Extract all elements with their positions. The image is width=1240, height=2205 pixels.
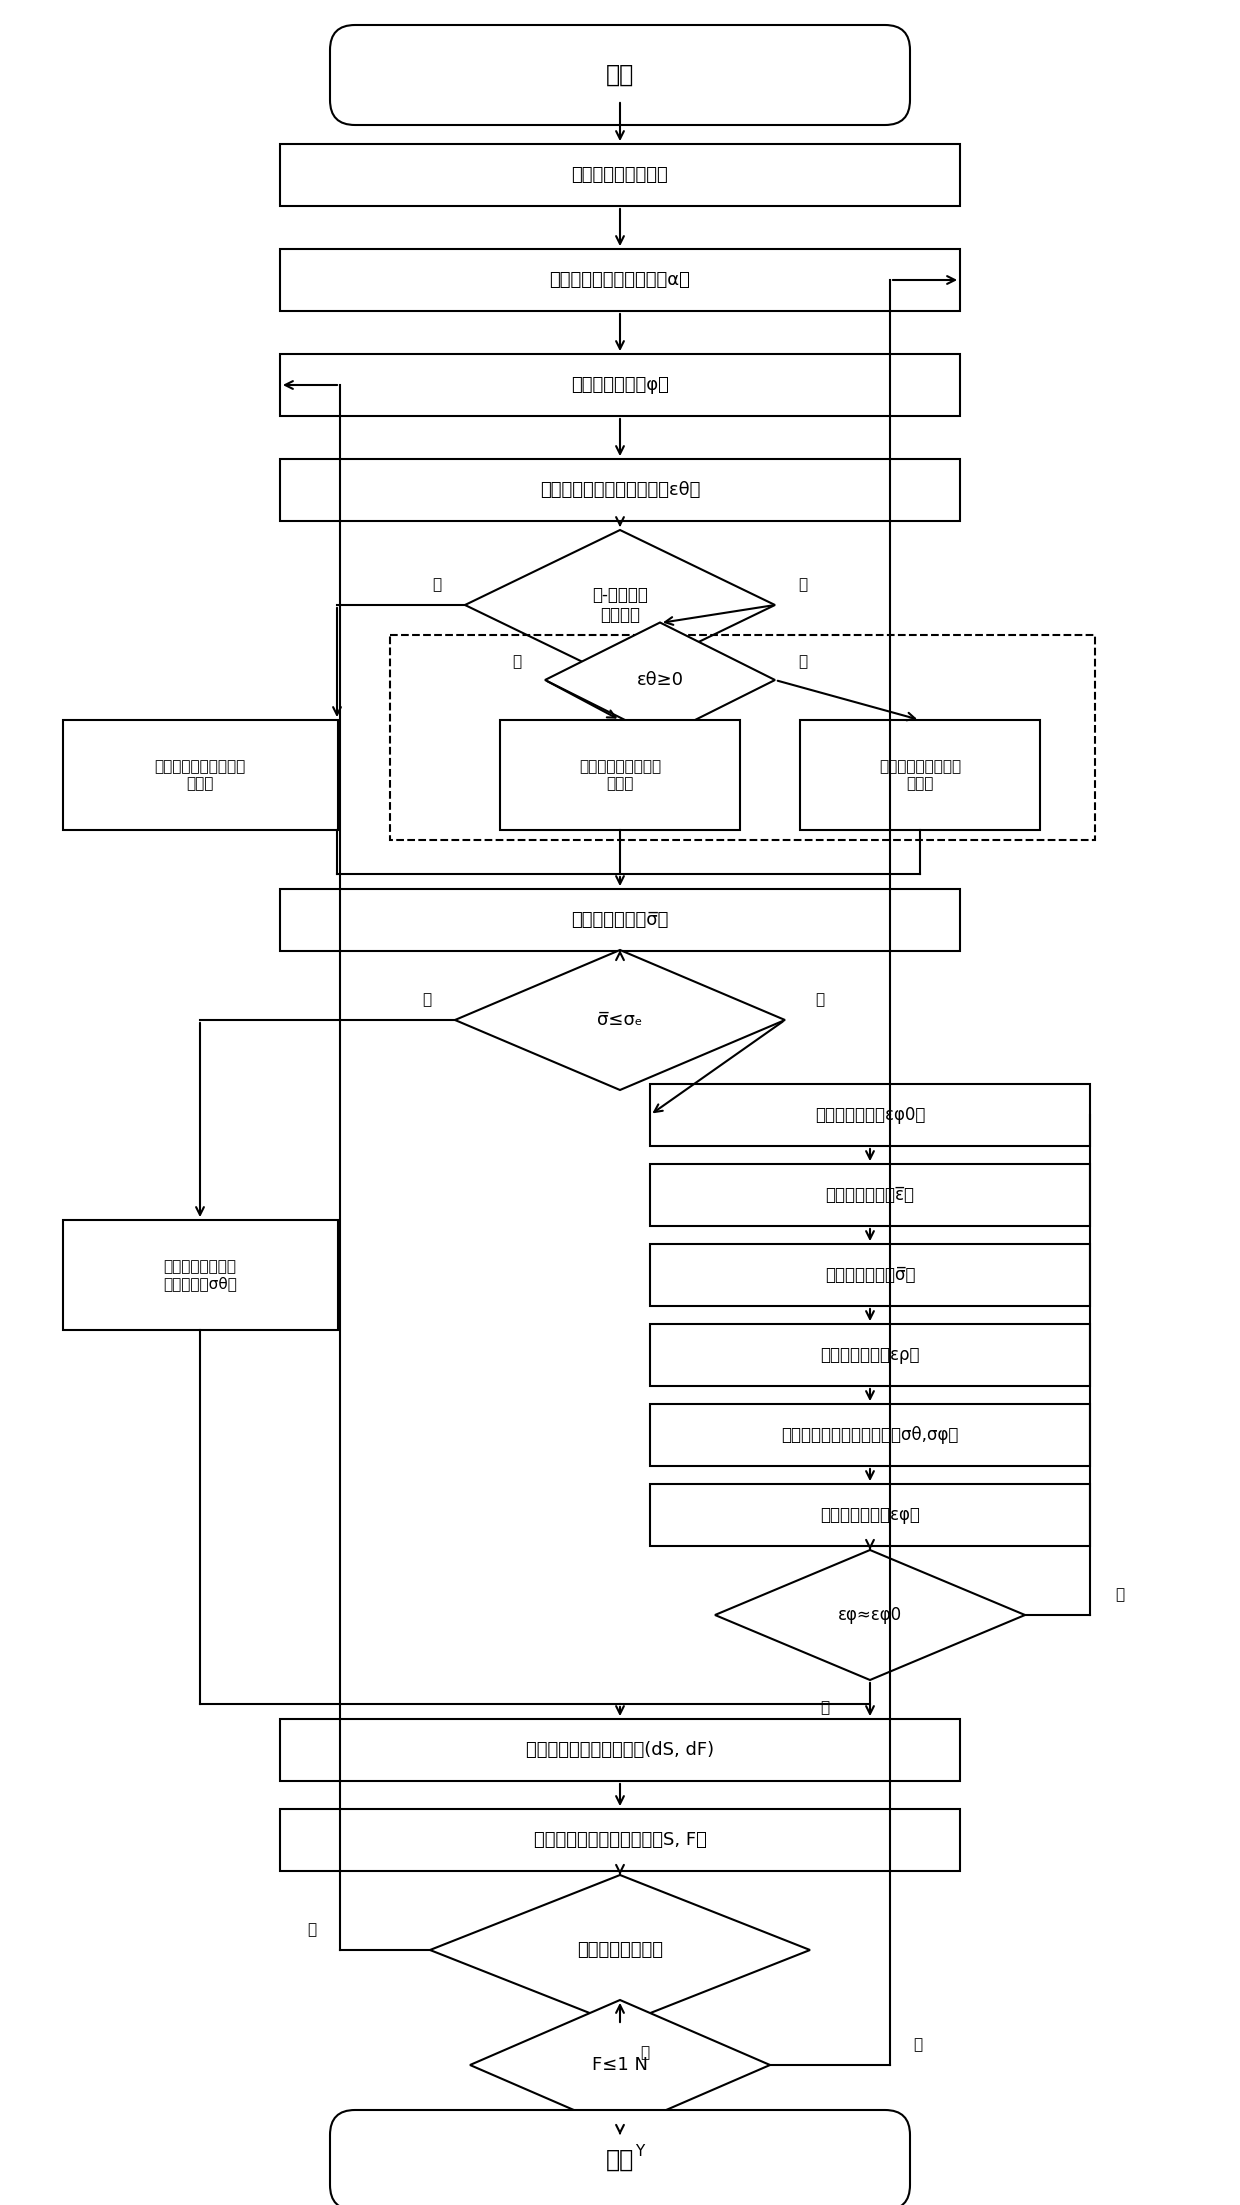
Text: 是: 是 (423, 992, 432, 1008)
Polygon shape (430, 1874, 810, 2024)
Text: 计算等效应力（σ̅）: 计算等效应力（σ̅） (572, 911, 668, 928)
Text: 计算塑性模量（ερ）: 计算塑性模量（ερ） (820, 1345, 920, 1365)
FancyBboxPatch shape (280, 1808, 960, 1872)
Text: 截面环向位置（φ）: 截面环向位置（φ） (572, 377, 668, 395)
FancyBboxPatch shape (650, 1164, 1090, 1226)
Polygon shape (470, 2000, 770, 2130)
Text: 计算给定位置的切向应变（εθ）: 计算给定位置的切向应变（εθ） (539, 481, 701, 498)
Text: 计算切向应力和周向应力（σθ,σφ）: 计算切向应力和周向应力（σθ,σφ） (781, 1427, 959, 1444)
Text: 否: 否 (816, 992, 825, 1008)
FancyBboxPatch shape (650, 1244, 1090, 1305)
FancyBboxPatch shape (650, 1085, 1090, 1147)
Text: 是: 是 (433, 578, 441, 593)
Polygon shape (455, 950, 785, 1089)
Text: 拉-压对称的
管状材料: 拉-压对称的 管状材料 (591, 587, 649, 624)
Text: 否: 否 (308, 1923, 316, 1938)
FancyBboxPatch shape (280, 249, 960, 311)
FancyBboxPatch shape (650, 1405, 1090, 1466)
Text: 用各向同性材料参数运
行程序: 用各向同性材料参数运 行程序 (154, 759, 246, 792)
FancyBboxPatch shape (280, 1720, 960, 1782)
Text: 否: 否 (914, 2037, 923, 2053)
Text: F≤1 N: F≤1 N (591, 2055, 649, 2075)
Text: 计算等效应力（σ̅）: 计算等效应力（σ̅） (825, 1266, 915, 1283)
Text: 否: 否 (1116, 1588, 1125, 1603)
FancyBboxPatch shape (650, 1484, 1090, 1546)
Text: σ̅≤σₑ: σ̅≤σₑ (598, 1012, 642, 1030)
Text: εθ≥0: εθ≥0 (636, 670, 683, 688)
FancyBboxPatch shape (62, 721, 337, 829)
Text: 单元的叠加面积和轴向力（S, F）: 单元的叠加面积和轴向力（S, F） (533, 1830, 707, 1850)
FancyBboxPatch shape (280, 143, 960, 205)
FancyBboxPatch shape (800, 721, 1040, 829)
FancyBboxPatch shape (280, 459, 960, 520)
Text: 计算弹性状态下的
切向应力（σθ）: 计算弹性状态下的 切向应力（σθ） (164, 1259, 237, 1292)
Text: 用拉伸实验的参数运
行程序: 用拉伸实验的参数运 行程序 (579, 759, 661, 792)
Text: 计算等效应变（ε̅）: 计算等效应变（ε̅） (826, 1186, 915, 1204)
FancyBboxPatch shape (500, 721, 740, 829)
Text: Y: Y (635, 2145, 645, 2159)
Text: 是: 是 (512, 655, 522, 670)
Text: 否: 否 (799, 578, 807, 593)
Text: 用压缩实验的参数运
行程序: 用压缩实验的参数运 行程序 (879, 759, 961, 792)
Text: 计算周向应变（εφ）: 计算周向应变（εφ） (820, 1506, 920, 1524)
Text: 是: 是 (640, 2046, 650, 2059)
Text: 开始: 开始 (606, 64, 634, 86)
FancyBboxPatch shape (280, 355, 960, 417)
Text: εφ≈εφ0: εφ≈εφ0 (838, 1605, 901, 1625)
Text: 截面环向是否完整: 截面环向是否完整 (577, 1940, 663, 1958)
Text: 设置初始中性层偏移角（α）: 设置初始中性层偏移角（α） (549, 271, 691, 289)
Text: 周向应变初值（εφ0）: 周向应变初值（εφ0） (815, 1107, 925, 1125)
FancyBboxPatch shape (330, 24, 910, 126)
Text: 计算单元的面积和轴向力(dS, dF): 计算单元的面积和轴向力(dS, dF) (526, 1742, 714, 1760)
FancyBboxPatch shape (650, 1323, 1090, 1387)
Text: 是: 是 (821, 1700, 830, 1715)
Polygon shape (715, 1550, 1025, 1680)
FancyBboxPatch shape (62, 1219, 337, 1330)
Text: 输入几何和材料参数: 输入几何和材料参数 (572, 165, 668, 183)
Text: 结束: 结束 (606, 2148, 634, 2172)
FancyBboxPatch shape (280, 889, 960, 950)
Text: 否: 否 (799, 655, 807, 670)
FancyBboxPatch shape (330, 2110, 910, 2205)
Polygon shape (546, 622, 775, 736)
Polygon shape (465, 529, 775, 679)
